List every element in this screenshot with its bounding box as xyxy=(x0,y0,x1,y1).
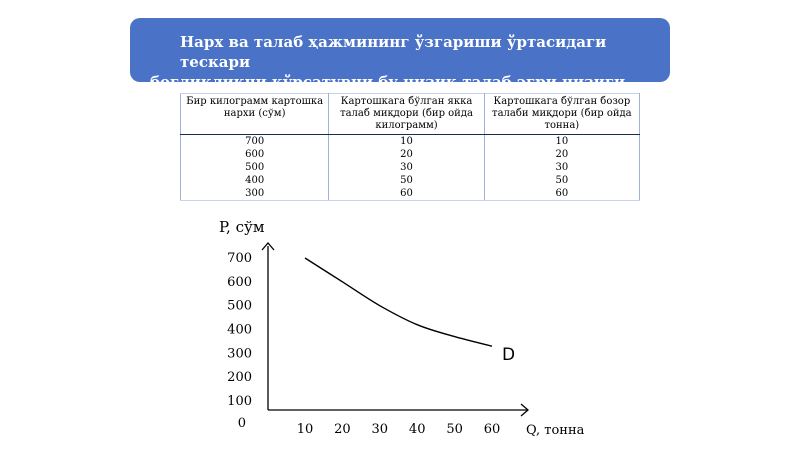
y-axis-arrow-icon xyxy=(261,242,275,251)
x-axis-label: Q, тонна xyxy=(526,423,585,438)
y-tick-label: 300 xyxy=(227,346,252,361)
header-banner: Нарх ва талаб ҳажмининг ўзгариши ўртасид… xyxy=(130,18,670,111)
x-tick-label: 60 xyxy=(484,422,501,437)
table-cell: 50 xyxy=(483,174,641,187)
x-tick-label: 50 xyxy=(446,422,463,437)
table-cell: 400 xyxy=(179,174,330,187)
y-tick-label: 700 xyxy=(227,251,252,266)
table-row: 600 20 20 xyxy=(179,148,641,161)
table-cell: 600 xyxy=(179,148,330,161)
banner-line-1: Нарх ва талаб ҳажмининг ўзгариши ўртасид… xyxy=(180,33,607,71)
table-cell: 10 xyxy=(483,134,641,148)
header-price: Бир килограмм картошка нархи (сўм) xyxy=(179,93,330,135)
table-cell: 30 xyxy=(483,161,641,174)
y-tick-label: 500 xyxy=(227,299,252,314)
table-cell: 300 xyxy=(179,187,330,201)
y-tick-label: 400 xyxy=(227,323,252,338)
y-axis-label: P, сўм xyxy=(219,218,265,236)
table-row: 300 60 60 xyxy=(179,187,641,201)
demand-table: Бир килограмм картошка нархи (сўм) Карто… xyxy=(179,93,641,201)
table-cell: 500 xyxy=(179,161,330,174)
table-header-row: Бир килограмм картошка нархи (сўм) Карто… xyxy=(179,93,641,135)
origin-label: 0 xyxy=(238,416,246,431)
y-tick-label: 100 xyxy=(227,394,252,409)
x-tick-label: 30 xyxy=(372,422,389,437)
demand-curve xyxy=(304,257,493,347)
x-tick-label: 40 xyxy=(409,422,426,437)
x-tick-label: 10 xyxy=(297,422,314,437)
table-cell: 20 xyxy=(483,148,641,161)
table-cell: 60 xyxy=(483,187,641,201)
x-tick-label: 20 xyxy=(334,422,351,437)
y-tick-label: 600 xyxy=(227,275,252,290)
series-label-d: D xyxy=(502,345,515,365)
table-cell: 700 xyxy=(179,134,330,148)
header-individual-demand: Картошкага бўлган якка талаб миқдори (би… xyxy=(328,93,485,135)
table-row: 500 30 30 xyxy=(179,161,641,174)
y-tick-label: 200 xyxy=(227,370,252,385)
table-row: 700 10 10 xyxy=(179,134,641,148)
table-row: 400 50 50 xyxy=(179,174,641,187)
header-market-demand: Картошкага бўлган бозор талаби миқдори (… xyxy=(483,93,641,135)
x-axis-arrow-icon xyxy=(520,403,529,417)
